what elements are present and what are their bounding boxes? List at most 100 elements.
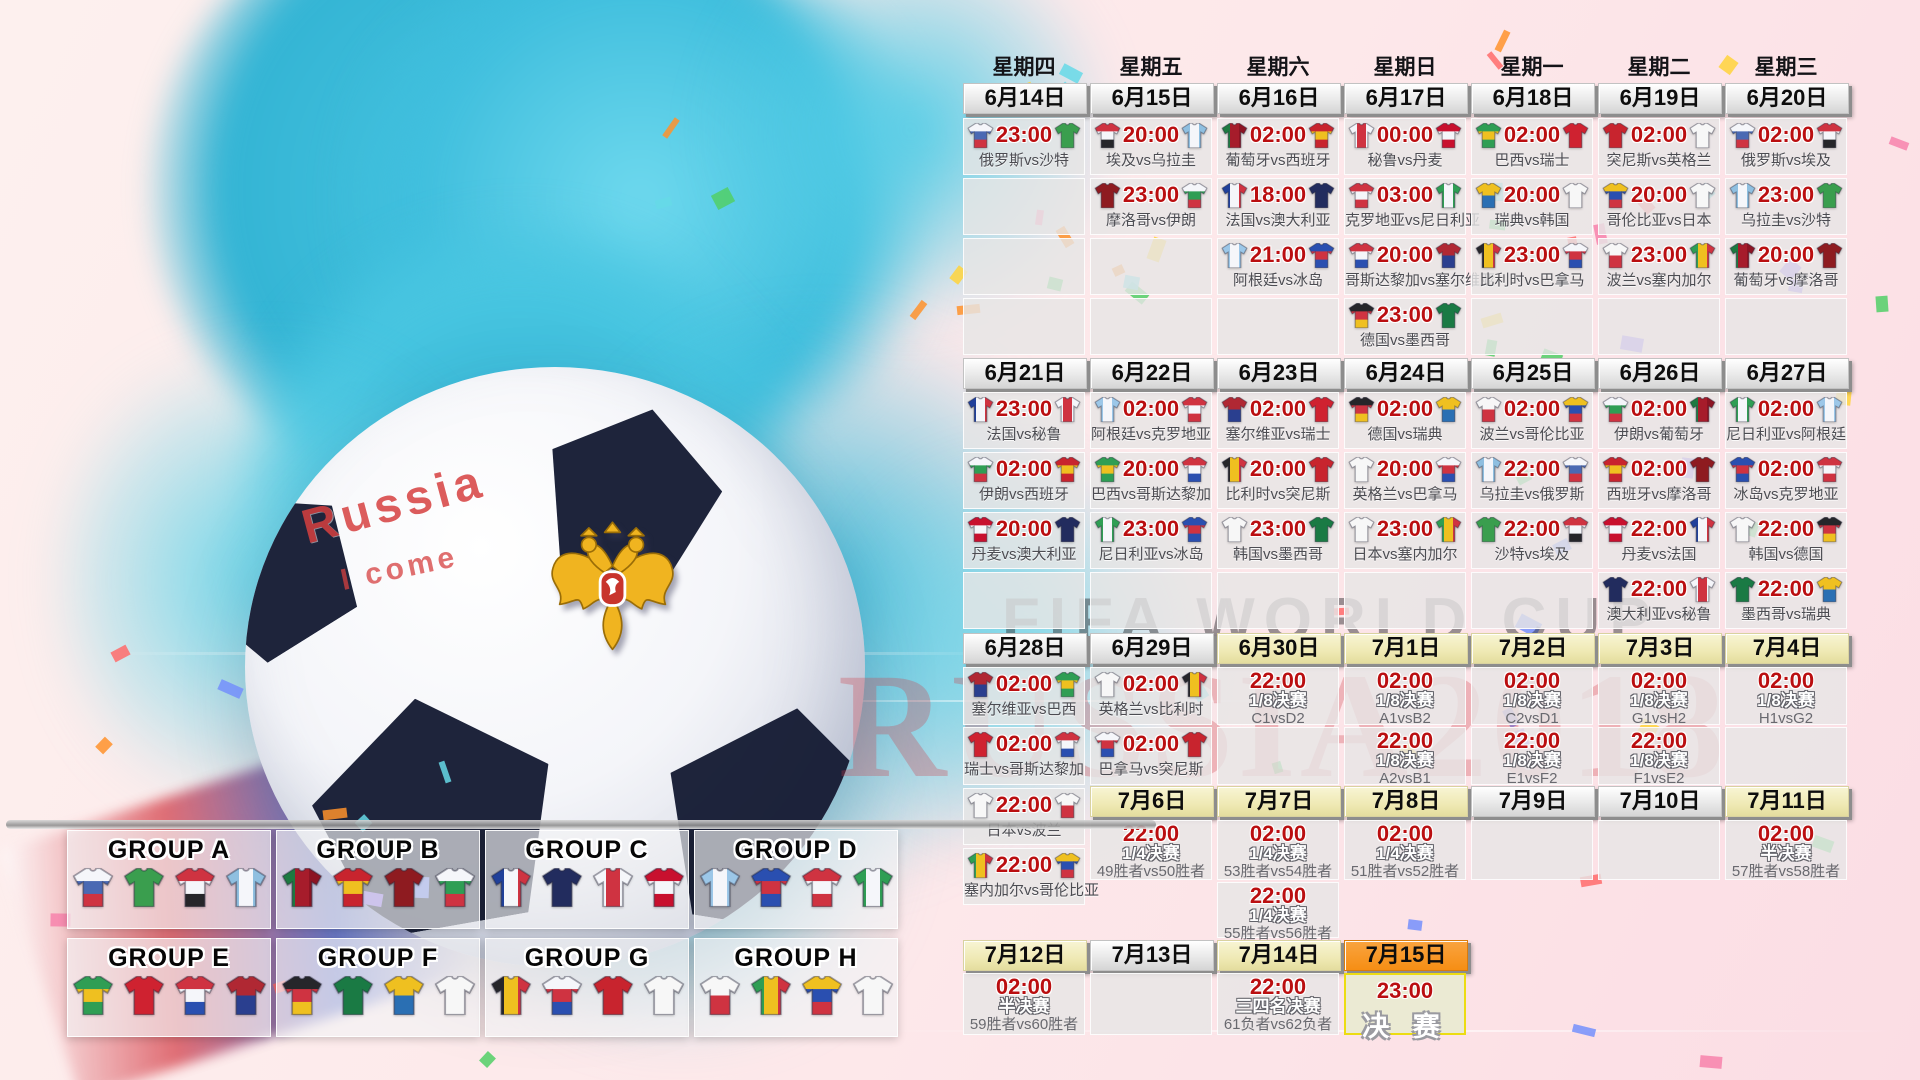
- match-time: 02:00: [995, 974, 1053, 999]
- knockout-stage: 1/4决赛: [1376, 844, 1434, 863]
- date-button: 6月18日: [1471, 83, 1595, 114]
- knockout-cell: 02:00 1/8决赛 H1vsG2: [1725, 667, 1847, 727]
- match-label: 瑞典vs韩国: [1494, 212, 1570, 229]
- match-time: 23:00: [1376, 302, 1434, 327]
- spain-jersey-icon: [332, 868, 373, 907]
- knockout-stage: 1/8决赛: [1503, 751, 1561, 770]
- tunisia-jersey-icon: [1181, 731, 1208, 757]
- match-top: 22:00: [1472, 513, 1592, 542]
- group-panel: GROUP C: [485, 830, 689, 929]
- knockout-pairing: 51胜者vs52胜者: [1350, 863, 1460, 880]
- australia-jersey-icon: [541, 868, 582, 907]
- knockout-pairing: A2vsB1: [1379, 770, 1431, 787]
- knockout-pairing: 55胜者vs56胜者: [1223, 925, 1333, 942]
- match-top: 22:00: [1472, 453, 1592, 482]
- match-cell: 20:00 葡萄牙vs摩洛哥: [1725, 238, 1847, 295]
- match-cell: 02:00 英格兰vs比利时: [1090, 667, 1212, 725]
- group-title: GROUP D: [734, 836, 858, 864]
- ball-handwriting-russia: Russia: [296, 454, 492, 555]
- match-time: 02:00: [1757, 456, 1815, 481]
- match-top: 23:00: [1472, 239, 1592, 268]
- match-label: 波兰vs哥伦比亚: [1479, 426, 1585, 443]
- match-cell: 23:00 波兰vs塞内加尔: [1598, 238, 1720, 295]
- croatia-jersey-icon: [1816, 456, 1843, 482]
- sweden-jersey-icon: [383, 976, 424, 1015]
- peru-jersey-icon: [1054, 396, 1081, 422]
- match-time: 21:00: [1249, 242, 1307, 267]
- weekday-label: 星期二: [1627, 56, 1691, 79]
- iceland-jersey-icon: [750, 868, 791, 907]
- knockout-pairing: G1vsH2: [1631, 710, 1687, 727]
- croatia-jersey-icon: [801, 868, 842, 907]
- match-cell: 02:00 塞尔维亚vs瑞士: [1217, 392, 1339, 449]
- match-time: 00:00: [1376, 122, 1434, 147]
- match-time: 02:00: [1630, 456, 1688, 481]
- match-label: 俄罗斯vs沙特: [978, 152, 1069, 169]
- france-jersey-icon: [967, 396, 994, 422]
- empty-cell: [1471, 298, 1593, 355]
- match-cell: 00:00 秘鲁vs丹麦: [1344, 118, 1466, 175]
- panama-jersey-icon: [541, 976, 582, 1015]
- match-top: 20:00: [1345, 239, 1465, 268]
- empty-cell: [963, 298, 1085, 355]
- match-top: 23:00: [1345, 299, 1465, 328]
- iran-jersey-icon: [1181, 182, 1208, 208]
- final-cell: 23:00 决 赛: [1344, 973, 1466, 1042]
- uruguay-jersey-icon: [1181, 122, 1208, 148]
- match-time: 22:00: [1503, 456, 1561, 481]
- match-cell: 23:00 摩洛哥vs伊朗: [1090, 178, 1212, 235]
- match-label: 俄罗斯vs埃及: [1740, 152, 1831, 169]
- knockout-pairing: C2vsD1: [1505, 710, 1559, 727]
- match-top: 22:00: [964, 849, 1084, 878]
- match-cell: 23:00 俄罗斯vs沙特: [963, 118, 1085, 175]
- germany-jersey-icon: [1816, 516, 1843, 542]
- match-top: 20:00: [1091, 119, 1211, 148]
- match-time: 22:00: [1630, 516, 1688, 541]
- match-label: 韩国vs德国: [1748, 546, 1824, 563]
- match-time: 23:00: [995, 122, 1053, 147]
- date-button: 7月12日: [963, 940, 1087, 971]
- uruguay-jersey-icon: [1475, 456, 1502, 482]
- knockout-pairing: 57胜者vs58胜者: [1731, 863, 1841, 880]
- england-jersey-icon: [1094, 671, 1121, 697]
- match-label: 英格兰vs比利时: [1098, 701, 1204, 718]
- knockout-stage: 1/4决赛: [1249, 844, 1307, 863]
- brazil-jersey-icon: [72, 976, 113, 1015]
- saudi-jersey-icon: [1475, 516, 1502, 542]
- egypt-jersey-icon: [1816, 122, 1843, 148]
- poland-jersey-icon: [1054, 792, 1081, 818]
- saudi-jersey-icon: [1816, 182, 1843, 208]
- group-title: GROUP E: [108, 944, 230, 972]
- date-button: 7月8日: [1344, 786, 1468, 817]
- uruguay-jersey-icon: [225, 868, 266, 907]
- denmark-jersey-icon: [1602, 516, 1629, 542]
- match-time: 02:00: [995, 731, 1053, 756]
- knockout-stage: 1/8决赛: [1630, 691, 1688, 710]
- final-label: 决 赛: [1362, 1012, 1448, 1042]
- match-time: 23:00: [995, 396, 1053, 421]
- match-cell: 02:00 波兰vs哥伦比亚: [1471, 392, 1593, 449]
- match-time: 23:00: [1122, 182, 1180, 207]
- date-button: 6月14日: [963, 83, 1087, 114]
- knockout-cell: 02:00 1/4决赛 51胜者vs52胜者: [1344, 820, 1466, 880]
- match-time: 02:00: [1376, 396, 1434, 421]
- tunisia-jersey-icon: [1308, 456, 1335, 482]
- match-time: 22:00: [1757, 576, 1815, 601]
- match-top: 02:00: [1599, 453, 1719, 482]
- brazil-jersey-icon: [1475, 122, 1502, 148]
- brazil-jersey-icon: [1094, 456, 1121, 482]
- match-top: 02:00: [1091, 728, 1211, 757]
- knockout-cell: 22:00 1/4决赛 49胜者vs50胜者: [1090, 820, 1212, 880]
- costarica-jersey-icon: [1054, 731, 1081, 757]
- australia-jersey-icon: [1054, 516, 1081, 542]
- date-button: 7月13日: [1090, 940, 1214, 971]
- match-top: 00:00: [1345, 119, 1465, 148]
- match-cell: 20:00 埃及vs乌拉圭: [1090, 118, 1212, 175]
- date-button: 6月23日: [1217, 358, 1341, 389]
- match-label: 丹麦vs澳大利亚: [971, 546, 1077, 563]
- match-time: 22:00: [1757, 516, 1815, 541]
- match-time: 03:00: [1376, 182, 1434, 207]
- group-panel: GROUP D: [694, 830, 898, 929]
- knockout-stage: 1/8决赛: [1376, 751, 1434, 770]
- match-label: 丹麦vs法国: [1621, 546, 1697, 563]
